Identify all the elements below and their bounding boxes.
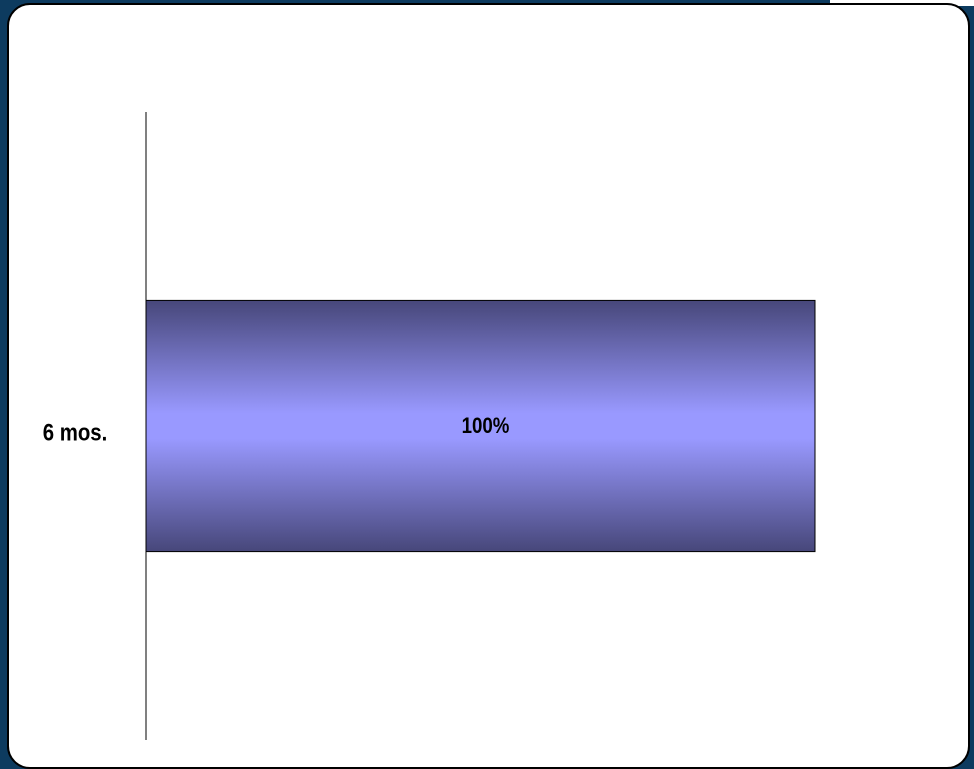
- y-tick-label: 6 mos.: [43, 419, 108, 446]
- data-label: 100%: [462, 414, 510, 438]
- bar: [145, 299, 816, 553]
